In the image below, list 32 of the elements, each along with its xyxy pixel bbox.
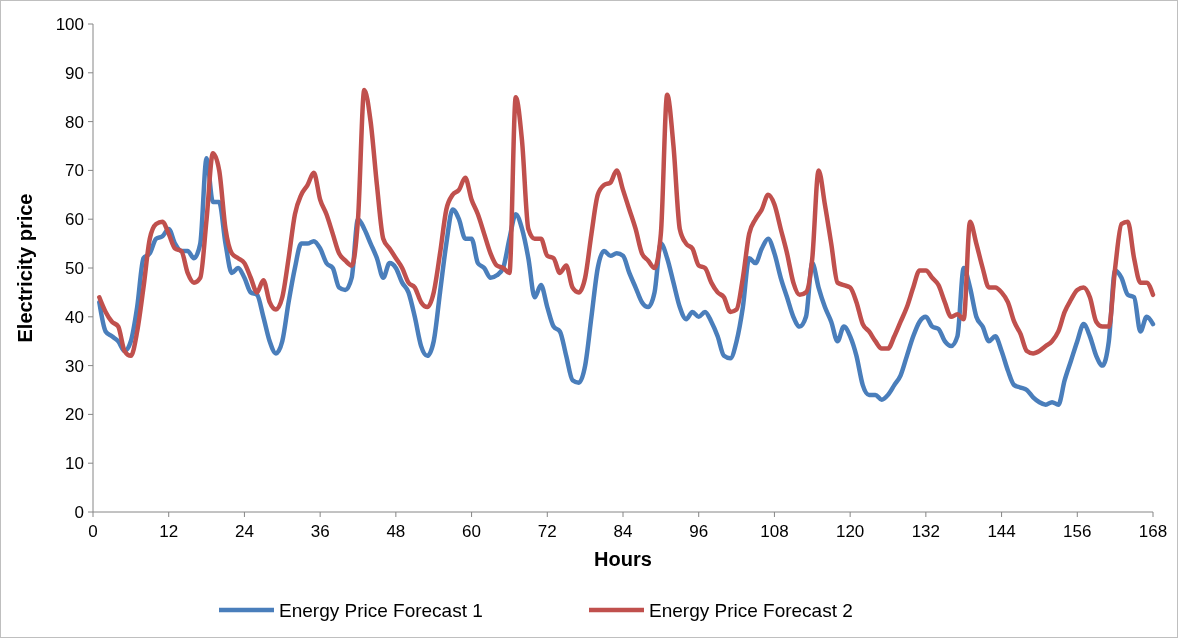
y-tick-label: 0 bbox=[74, 502, 84, 522]
x-tick-label: 0 bbox=[88, 522, 98, 541]
x-axis-title: Hours bbox=[594, 548, 652, 570]
line-series bbox=[97, 87, 1156, 359]
x-tick-label: 108 bbox=[760, 522, 789, 541]
legend-label: Energy Price Forecast 1 bbox=[279, 599, 483, 621]
y-tick-label: 40 bbox=[65, 307, 84, 327]
x-tick-label: 48 bbox=[386, 522, 406, 541]
x-tick-label: 120 bbox=[835, 522, 865, 541]
x-tick-label: 36 bbox=[310, 522, 330, 541]
x-tick-label: 24 bbox=[234, 522, 254, 541]
x-tick-label: 156 bbox=[1063, 522, 1092, 541]
legend-label: Energy Price Forecast 2 bbox=[649, 599, 853, 621]
y-tick-label: 30 bbox=[65, 356, 84, 376]
x-tick-label: 96 bbox=[689, 522, 709, 541]
x-tick-label: 144 bbox=[987, 522, 1016, 541]
line-series bbox=[97, 155, 1156, 407]
x-tick-label: 84 bbox=[613, 522, 633, 541]
y-tick-label: 70 bbox=[65, 161, 84, 181]
y-tick-label: 10 bbox=[65, 454, 84, 474]
y-axis-title: Electricity price bbox=[14, 193, 36, 343]
x-tick-label: 72 bbox=[537, 522, 557, 541]
y-tick-label: 50 bbox=[65, 258, 84, 278]
x-tick-label: 168 bbox=[1138, 522, 1168, 541]
y-tick-label: 80 bbox=[65, 112, 84, 132]
y-tick-label: 90 bbox=[65, 63, 84, 83]
y-tick-label: 60 bbox=[65, 210, 84, 230]
x-tick-label: 12 bbox=[159, 522, 179, 541]
y-tick-label: 100 bbox=[55, 14, 84, 34]
x-tick-label: 60 bbox=[462, 522, 482, 541]
x-tick-label: 132 bbox=[911, 522, 941, 541]
y-tick-label: 20 bbox=[65, 405, 84, 425]
